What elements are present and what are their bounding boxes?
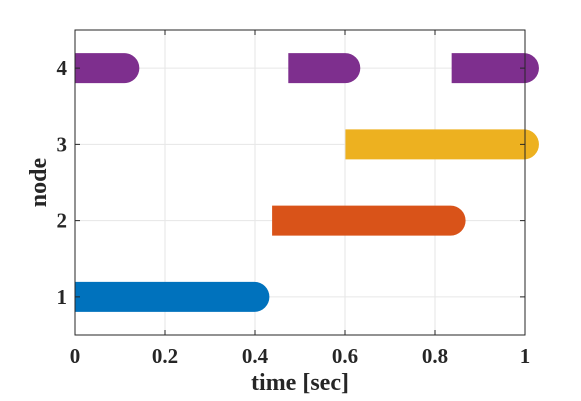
x-tick-label: 0.8 (422, 344, 448, 368)
segment-node-4 (75, 53, 140, 84)
segments-layer (75, 53, 539, 312)
segment-node-4 (451, 53, 539, 84)
y-tick-label: 4 (57, 56, 68, 80)
y-tick-label: 2 (57, 209, 68, 233)
x-tick-label: 0.2 (152, 344, 178, 368)
y-tick-label: 1 (57, 285, 68, 309)
axes-box (74, 29, 526, 336)
y-tick-label: 3 (57, 132, 68, 156)
x-tick-label: 0.4 (242, 344, 269, 368)
segment-node-3 (345, 129, 539, 160)
x-tick-label: 0.6 (332, 344, 358, 368)
segment-node-2 (272, 205, 466, 236)
segment-node-4 (288, 53, 361, 84)
y-axis-title: node (26, 157, 52, 207)
x-axis-title: time [sec] (251, 370, 349, 396)
ticks-layer: 0 0.2 0.4 0.6 0.8 1 1 2 3 4 (57, 30, 531, 368)
x-tick-label: 1 (520, 344, 531, 368)
x-tick-label: 0 (70, 344, 81, 368)
segment-node-1 (75, 281, 270, 312)
